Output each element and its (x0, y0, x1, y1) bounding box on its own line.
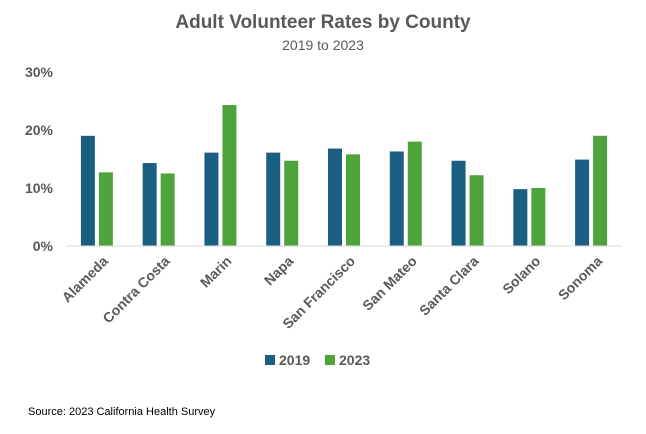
x-tick-label: Santa Clara (416, 253, 482, 319)
x-tick-label: San Mateo (359, 253, 420, 314)
bar-2019-napa: Napa 2019: 16.1% (266, 152, 281, 246)
y-tick-label: 10% (25, 180, 54, 196)
bar-2023-contra-costa: Contra Costa 2023: 12.5% (160, 173, 175, 246)
bar-2019-solano: Solano 2019: 9.8% (513, 189, 528, 246)
y-tick-label: 0% (33, 238, 54, 254)
bar-2023-marin: Marin 2023: 24.3% (222, 105, 237, 246)
bar-2019-marin: Marin 2019: 16.1% (204, 152, 219, 246)
legend-swatch-2019 (265, 355, 275, 365)
source-note: Source: 2023 California Health Survey (28, 406, 216, 418)
x-tick-label: Alameda (58, 253, 111, 306)
chart-subtitle: 2019 to 2023 (282, 37, 364, 53)
legend-swatch-2023 (325, 355, 335, 365)
bar-2023-san-francisco: San Francisco 2023: 15.8% (346, 154, 360, 246)
bar-2019-santa-clara: Santa Clara 2019: 14.7% (451, 160, 466, 246)
bar-2019-san-francisco: San Francisco 2019: 16.8% (328, 148, 342, 246)
legend: 2019 2023 (265, 352, 370, 368)
y-axis: 0% 10% 20% 30% (25, 64, 54, 254)
x-tick-label: Sonoma (555, 253, 606, 304)
bar-chart: Adult Volunteer Rates by County 2019 to … (25, 12, 622, 368)
bars-group: Alameda 2019: 19%Alameda 2023: 12.7% Cont… (80, 105, 608, 246)
x-tick-label: Solano (499, 253, 543, 297)
chart-title: Adult Volunteer Rates by County (175, 12, 471, 33)
bar-2019-alameda: Alameda 2019: 19% (80, 135, 95, 246)
x-tick-label: Napa (261, 253, 297, 289)
bar-2023-napa: Napa 2023: 14.7% (284, 160, 299, 246)
y-tick-label: 20% (25, 122, 54, 138)
legend-label-2019: 2019 (279, 352, 310, 368)
bar-2019-san-mateo: San Mateo 2019: 16.3% (389, 151, 404, 246)
legend-label-2023: 2023 (339, 352, 370, 368)
bar-2019-sonoma: Sonoma 2019: 14.9% (575, 159, 590, 246)
bar-2023-solano: Solano 2023: 10% (531, 188, 546, 246)
bar-2023-santa-clara: Santa Clara 2023: 12.2% (469, 175, 484, 246)
y-tick-label: 30% (25, 64, 54, 80)
bar-2023-alameda: Alameda 2023: 12.7% (98, 172, 113, 246)
bar-2023-sonoma: Sonoma 2023: 19% (593, 135, 608, 246)
bar-2023-san-mateo: San Mateo 2023: 18% (407, 141, 422, 246)
x-tick-label: Marin (197, 253, 235, 291)
bar-2019-contra-costa: Contra Costa 2019: 14.3% (142, 163, 157, 246)
